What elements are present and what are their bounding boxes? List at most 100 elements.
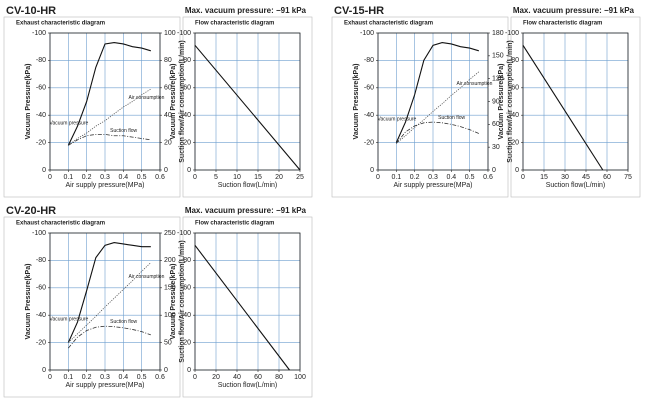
chart: Flow characteristic diagram 0 15 30 45 60 75 0 -… [498, 16, 641, 198]
y-tick-label: -80 [181, 257, 191, 264]
y-axis-label: Vacuum Pressure(kPa) [353, 64, 360, 140]
plot-border [194, 232, 301, 371]
x-tick-label: 0.2 [410, 174, 420, 181]
x-axis-label: Air supply pressure(MPa) [66, 382, 145, 389]
y2-axis-label: Suction flow/Air consumption(L/min) [179, 240, 186, 363]
y2-tick-label: 150 [492, 53, 504, 60]
x-tick-label: 0.4 [446, 174, 456, 181]
x-tick-label: 30 [561, 174, 569, 181]
y2-tick-label: 250 [164, 230, 176, 237]
series-label: Vacuum pressure [50, 316, 89, 322]
x-tick-label: 60 [603, 174, 611, 181]
y2-tick-label: 90 [492, 98, 500, 105]
series-label: Air consumption [129, 95, 165, 101]
x-tick-label: 20 [275, 174, 283, 181]
chart-frame [182, 216, 313, 398]
y-tick-label: -100 [505, 30, 519, 37]
x-tick-label: 100 [294, 374, 306, 381]
x-tick-label: 0 [48, 174, 52, 181]
panel-header: CV-20-HR Max. vacuum pressure: −91 kPa [6, 205, 307, 217]
x-tick-label: 0.1 [63, 374, 73, 381]
y-tick-label: -80 [509, 57, 519, 64]
data-line [395, 42, 479, 143]
x-tick-label: 0 [48, 374, 52, 381]
chart-frame [331, 16, 509, 198]
plot-border [377, 32, 489, 171]
x-tick-label: 0.3 [100, 374, 110, 381]
chart: Flow characteristic diagram 0 5 10 15 20 25 0 -2… [170, 16, 313, 198]
max-vacuum: Max. vacuum pressure: −91 kPa [185, 206, 307, 215]
y-tick-label: -80 [36, 257, 46, 264]
series-label: Air consumption [457, 81, 493, 87]
y-tick-label: -100 [360, 30, 374, 37]
y-tick-label: -40 [509, 112, 519, 119]
series-label: Suction flow [110, 319, 137, 325]
panel-header: CV-15-HR Max. vacuum pressure: −91 kPa [334, 5, 635, 17]
panel-header: CV-10-HR Max. vacuum pressure: −91 kPa [6, 5, 307, 17]
x-tick-label: 0.6 [155, 174, 165, 181]
x-tick-label: 0.3 [100, 174, 110, 181]
x-tick-label: 0.3 [428, 174, 438, 181]
x-tick-label: 5 [214, 174, 218, 181]
y2-tick-label: 150 [164, 285, 176, 292]
y-tick-label: -60 [181, 285, 191, 292]
x-tick-label: 45 [582, 174, 590, 181]
plot-border [49, 32, 161, 171]
y-axis-label: Vacuum Pressure(kPa) [170, 64, 177, 140]
y-tick-label: -60 [364, 85, 374, 92]
x-tick-label: 0.5 [137, 174, 147, 181]
x-tick-label: 15 [254, 174, 262, 181]
y-tick-label: -40 [36, 312, 46, 319]
data-line [67, 42, 151, 146]
y-tick-label: -100 [177, 230, 191, 237]
plot-border [522, 32, 629, 171]
series-label: Suction flow [438, 115, 465, 121]
plot-border [49, 232, 161, 371]
series-label: Vacuum pressure [50, 120, 89, 126]
chart-title: Flow characteristic diagram [195, 221, 274, 227]
y2-tick-label: 200 [164, 257, 176, 264]
y-tick-label: -40 [364, 112, 374, 119]
y-tick-label: -60 [36, 85, 46, 92]
chart-title: Flow characteristic diagram [195, 21, 274, 27]
y2-tick-label: 50 [164, 339, 172, 346]
x-tick-label: 20 [212, 374, 220, 381]
y-tick-label: 0 [515, 167, 519, 174]
data-line [68, 325, 151, 349]
y2-tick-label: 180 [492, 30, 504, 37]
x-axis-label: Suction flow(L/min) [546, 182, 606, 189]
x-tick-label: 0.1 [63, 174, 73, 181]
y2-tick-label: 60 [492, 121, 500, 128]
y-tick-label: -20 [36, 139, 46, 146]
x-tick-label: 75 [624, 174, 632, 181]
y2-tick-label: 80 [164, 57, 172, 64]
x-tick-label: 10 [233, 174, 241, 181]
y-tick-label: -20 [364, 139, 374, 146]
chart-title: Exhaust characteristic diagram [16, 21, 105, 27]
y-tick-label: 0 [42, 167, 46, 174]
y-axis-label: Vacuum Pressure(kPa) [498, 64, 505, 140]
y2-tick-label: 30 [492, 144, 500, 151]
y-tick-label: -80 [36, 57, 46, 64]
x-tick-label: 0.2 [82, 174, 92, 181]
model-name: CV-15-HR [334, 5, 384, 17]
y2-tick-label: 60 [164, 85, 172, 92]
chart-frame [3, 16, 181, 198]
chart-title: Exhaust characteristic diagram [16, 221, 105, 227]
plot-border [194, 32, 301, 171]
y-tick-label: -100 [177, 30, 191, 37]
y-tick-label: -20 [36, 339, 46, 346]
series-label: Vacuum pressure [378, 116, 417, 122]
x-tick-label: 15 [540, 174, 548, 181]
chart: Exhaust characteristic diagram 0 0.1 0.2 0.3… [331, 16, 514, 198]
chart-frame [3, 216, 181, 398]
y-tick-label: -40 [181, 112, 191, 119]
series-label: Air consumption [129, 274, 165, 280]
data-line [194, 244, 290, 371]
y-tick-label: -20 [509, 139, 519, 146]
y-tick-label: -100 [32, 30, 46, 37]
x-tick-label: 0.4 [118, 374, 128, 381]
y2-tick-label: 100 [164, 312, 176, 319]
x-tick-label: 0.1 [391, 174, 401, 181]
